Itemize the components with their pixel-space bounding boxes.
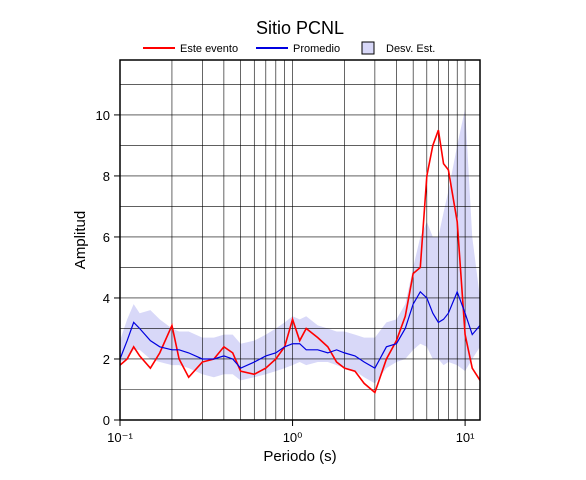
y-tick-label: 4 <box>103 291 110 306</box>
y-tick-label: 0 <box>103 413 110 428</box>
series-line <box>119 129 481 394</box>
legend-label: Desv. Est. <box>386 43 435 55</box>
y-tick-label: 10 <box>96 108 110 123</box>
legend-swatch <box>361 41 375 55</box>
x-tick-label: 10¹ <box>456 430 475 445</box>
legend-label: Promedio <box>293 43 340 55</box>
series-line <box>119 290 481 369</box>
chart-title: Sitio PCNL <box>256 18 344 38</box>
y-axis-label: Amplitud <box>72 211 89 269</box>
x-tick-label: 10⁻¹ <box>107 430 133 445</box>
x-tick-label: 10⁰ <box>283 430 303 445</box>
legend-label: Este evento <box>180 43 238 55</box>
x-axis-label: Periodo (s) <box>263 448 336 465</box>
y-tick-label: 8 <box>103 169 110 184</box>
y-tick-label: 2 <box>103 352 110 367</box>
plot-frame <box>119 59 481 421</box>
y-tick-label: 6 <box>103 230 110 245</box>
